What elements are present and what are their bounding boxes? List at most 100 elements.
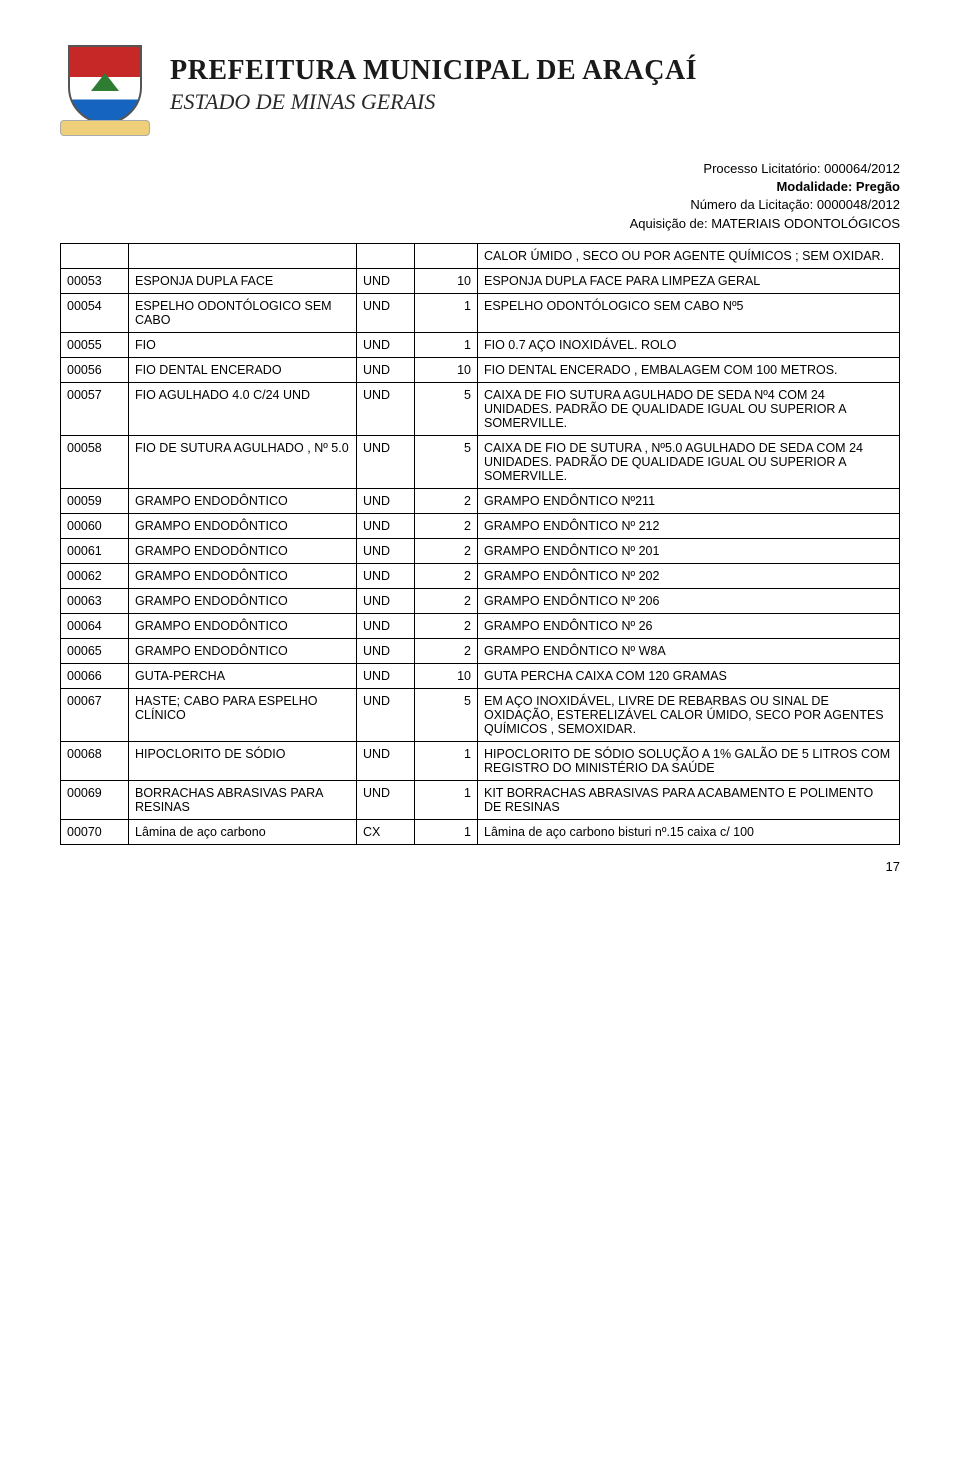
cell-qty: 5	[415, 688, 478, 741]
cell-qty: 1	[415, 293, 478, 332]
cell-code: 00070	[61, 819, 129, 844]
table-row: 00053ESPONJA DUPLA FACEUND10ESPONJA DUPL…	[61, 268, 900, 293]
cell-unit: CX	[357, 819, 415, 844]
cell-qty	[415, 243, 478, 268]
table-row: CALOR ÚMIDO , SECO OU POR AGENTE QUÍMICO…	[61, 243, 900, 268]
cell-code: 00053	[61, 268, 129, 293]
cell-unit: UND	[357, 332, 415, 357]
cell-code: 00067	[61, 688, 129, 741]
cell-code: 00065	[61, 638, 129, 663]
cell-name: GRAMPO ENDODÔNTICO	[129, 563, 357, 588]
cell-qty: 2	[415, 613, 478, 638]
cell-code: 00069	[61, 780, 129, 819]
cell-code: 00057	[61, 382, 129, 435]
cell-name: GRAMPO ENDODÔNTICO	[129, 538, 357, 563]
cell-code: 00058	[61, 435, 129, 488]
cell-desc: ESPELHO ODONTÓLOGICO SEM CABO Nº5	[478, 293, 900, 332]
table-row: 00061GRAMPO ENDODÔNTICOUND2GRAMPO ENDÔNT…	[61, 538, 900, 563]
cell-qty: 2	[415, 588, 478, 613]
cell-unit: UND	[357, 563, 415, 588]
cell-qty: 2	[415, 563, 478, 588]
table-row: 00063GRAMPO ENDODÔNTICOUND2GRAMPO ENDÔNT…	[61, 588, 900, 613]
table-row: 00054ESPELHO ODONTÓLOGICO SEM CABOUND1ES…	[61, 293, 900, 332]
cell-desc: GRAMPO ENDÔNTICO Nº 26	[478, 613, 900, 638]
cell-unit	[357, 243, 415, 268]
cell-name: ESPELHO ODONTÓLOGICO SEM CABO	[129, 293, 357, 332]
process-metadata: Processo Licitatório: 000064/2012 Modali…	[60, 160, 900, 233]
cell-name: GRAMPO ENDODÔNTICO	[129, 513, 357, 538]
cell-qty: 2	[415, 488, 478, 513]
cell-qty: 1	[415, 819, 478, 844]
cell-desc: Lâmina de aço carbono bisturi nº.15 caix…	[478, 819, 900, 844]
cell-name: HASTE; CABO PARA ESPELHO CLÍNICO	[129, 688, 357, 741]
cell-desc: KIT BORRACHAS ABRASIVAS PARA ACABAMENTO …	[478, 780, 900, 819]
meta-aquisicao: Aquisição de: MATERIAIS ODONTOLÓGICOS	[60, 215, 900, 233]
cell-qty: 1	[415, 741, 478, 780]
table-row: 00056FIO DENTAL ENCERADOUND10FIO DENTAL …	[61, 357, 900, 382]
page-number: 17	[60, 859, 900, 874]
cell-desc: FIO 0.7 AÇO INOXIDÁVEL. ROLO	[478, 332, 900, 357]
cell-qty: 1	[415, 332, 478, 357]
cell-name	[129, 243, 357, 268]
cell-code: 00060	[61, 513, 129, 538]
cell-unit: UND	[357, 663, 415, 688]
table-row: 00058FIO DE SUTURA AGULHADO , Nº 5.0UND5…	[61, 435, 900, 488]
cell-desc: GRAMPO ENDÔNTICO Nº W8A	[478, 638, 900, 663]
table-row: 00065GRAMPO ENDODÔNTICOUND2GRAMPO ENDÔNT…	[61, 638, 900, 663]
table-row: 00067HASTE; CABO PARA ESPELHO CLÍNICOUND…	[61, 688, 900, 741]
cell-desc: EM AÇO INOXIDÁVEL, LIVRE DE REBARBAS OU …	[478, 688, 900, 741]
header-subtitle: ESTADO DE MINAS GERAIS	[170, 89, 900, 115]
table-row: 00068HIPOCLORITO DE SÓDIOUND1HIPOCLORITO…	[61, 741, 900, 780]
table-row: 00055FIOUND1FIO 0.7 AÇO INOXIDÁVEL. ROLO	[61, 332, 900, 357]
cell-code: 00064	[61, 613, 129, 638]
cell-unit: UND	[357, 588, 415, 613]
materials-table: CALOR ÚMIDO , SECO OU POR AGENTE QUÍMICO…	[60, 243, 900, 845]
cell-code: 00056	[61, 357, 129, 382]
cell-desc: GRAMPO ENDÔNTICO Nº 206	[478, 588, 900, 613]
meta-processo: Processo Licitatório: 000064/2012	[60, 160, 900, 178]
cell-desc: HIPOCLORITO DE SÓDIO SOLUÇÃO A 1% GALÃO …	[478, 741, 900, 780]
table-row: 00070Lâmina de aço carbonoCX1Lâmina de a…	[61, 819, 900, 844]
cell-desc: CALOR ÚMIDO , SECO OU POR AGENTE QUÍMICO…	[478, 243, 900, 268]
cell-desc: GRAMPO ENDÔNTICO Nº211	[478, 488, 900, 513]
cell-desc: FIO DENTAL ENCERADO , EMBALAGEM COM 100 …	[478, 357, 900, 382]
header-titles: PREFEITURA MUNICIPAL DE ARAÇAÍ ESTADO DE…	[170, 55, 900, 115]
cell-desc: CAIXA DE FIO DE SUTURA , Nº5.0 AGULHADO …	[478, 435, 900, 488]
cell-qty: 10	[415, 663, 478, 688]
cell-qty: 2	[415, 538, 478, 563]
cell-code	[61, 243, 129, 268]
meta-modalidade: Modalidade: Pregão	[60, 178, 900, 196]
cell-name: ESPONJA DUPLA FACE	[129, 268, 357, 293]
cell-code: 00054	[61, 293, 129, 332]
cell-qty: 2	[415, 513, 478, 538]
table-row: 00060GRAMPO ENDODÔNTICOUND2GRAMPO ENDÔNT…	[61, 513, 900, 538]
cell-qty: 10	[415, 268, 478, 293]
table-row: 00069BORRACHAS ABRASIVAS PARA RESINASUND…	[61, 780, 900, 819]
cell-unit: UND	[357, 613, 415, 638]
cell-unit: UND	[357, 513, 415, 538]
table-row: 00062GRAMPO ENDODÔNTICOUND2GRAMPO ENDÔNT…	[61, 563, 900, 588]
cell-name: FIO DE SUTURA AGULHADO , Nº 5.0	[129, 435, 357, 488]
cell-unit: UND	[357, 435, 415, 488]
cell-name: GRAMPO ENDODÔNTICO	[129, 588, 357, 613]
cell-code: 00068	[61, 741, 129, 780]
header-title: PREFEITURA MUNICIPAL DE ARAÇAÍ	[170, 55, 900, 87]
meta-numero: Número da Licitação: 0000048/2012	[60, 196, 900, 214]
cell-unit: UND	[357, 638, 415, 663]
cell-qty: 2	[415, 638, 478, 663]
cell-name: GUTA-PERCHA	[129, 663, 357, 688]
cell-qty: 10	[415, 357, 478, 382]
cell-name: FIO AGULHADO 4.0 C/24 UND	[129, 382, 357, 435]
municipal-crest-icon	[60, 40, 150, 130]
cell-qty: 5	[415, 435, 478, 488]
cell-desc: GUTA PERCHA CAIXA COM 120 GRAMAS	[478, 663, 900, 688]
cell-unit: UND	[357, 741, 415, 780]
cell-code: 00066	[61, 663, 129, 688]
cell-name: Lâmina de aço carbono	[129, 819, 357, 844]
cell-code: 00063	[61, 588, 129, 613]
cell-unit: UND	[357, 382, 415, 435]
cell-desc: GRAMPO ENDÔNTICO Nº 201	[478, 538, 900, 563]
cell-code: 00062	[61, 563, 129, 588]
cell-name: GRAMPO ENDODÔNTICO	[129, 613, 357, 638]
document-header: PREFEITURA MUNICIPAL DE ARAÇAÍ ESTADO DE…	[60, 40, 900, 130]
